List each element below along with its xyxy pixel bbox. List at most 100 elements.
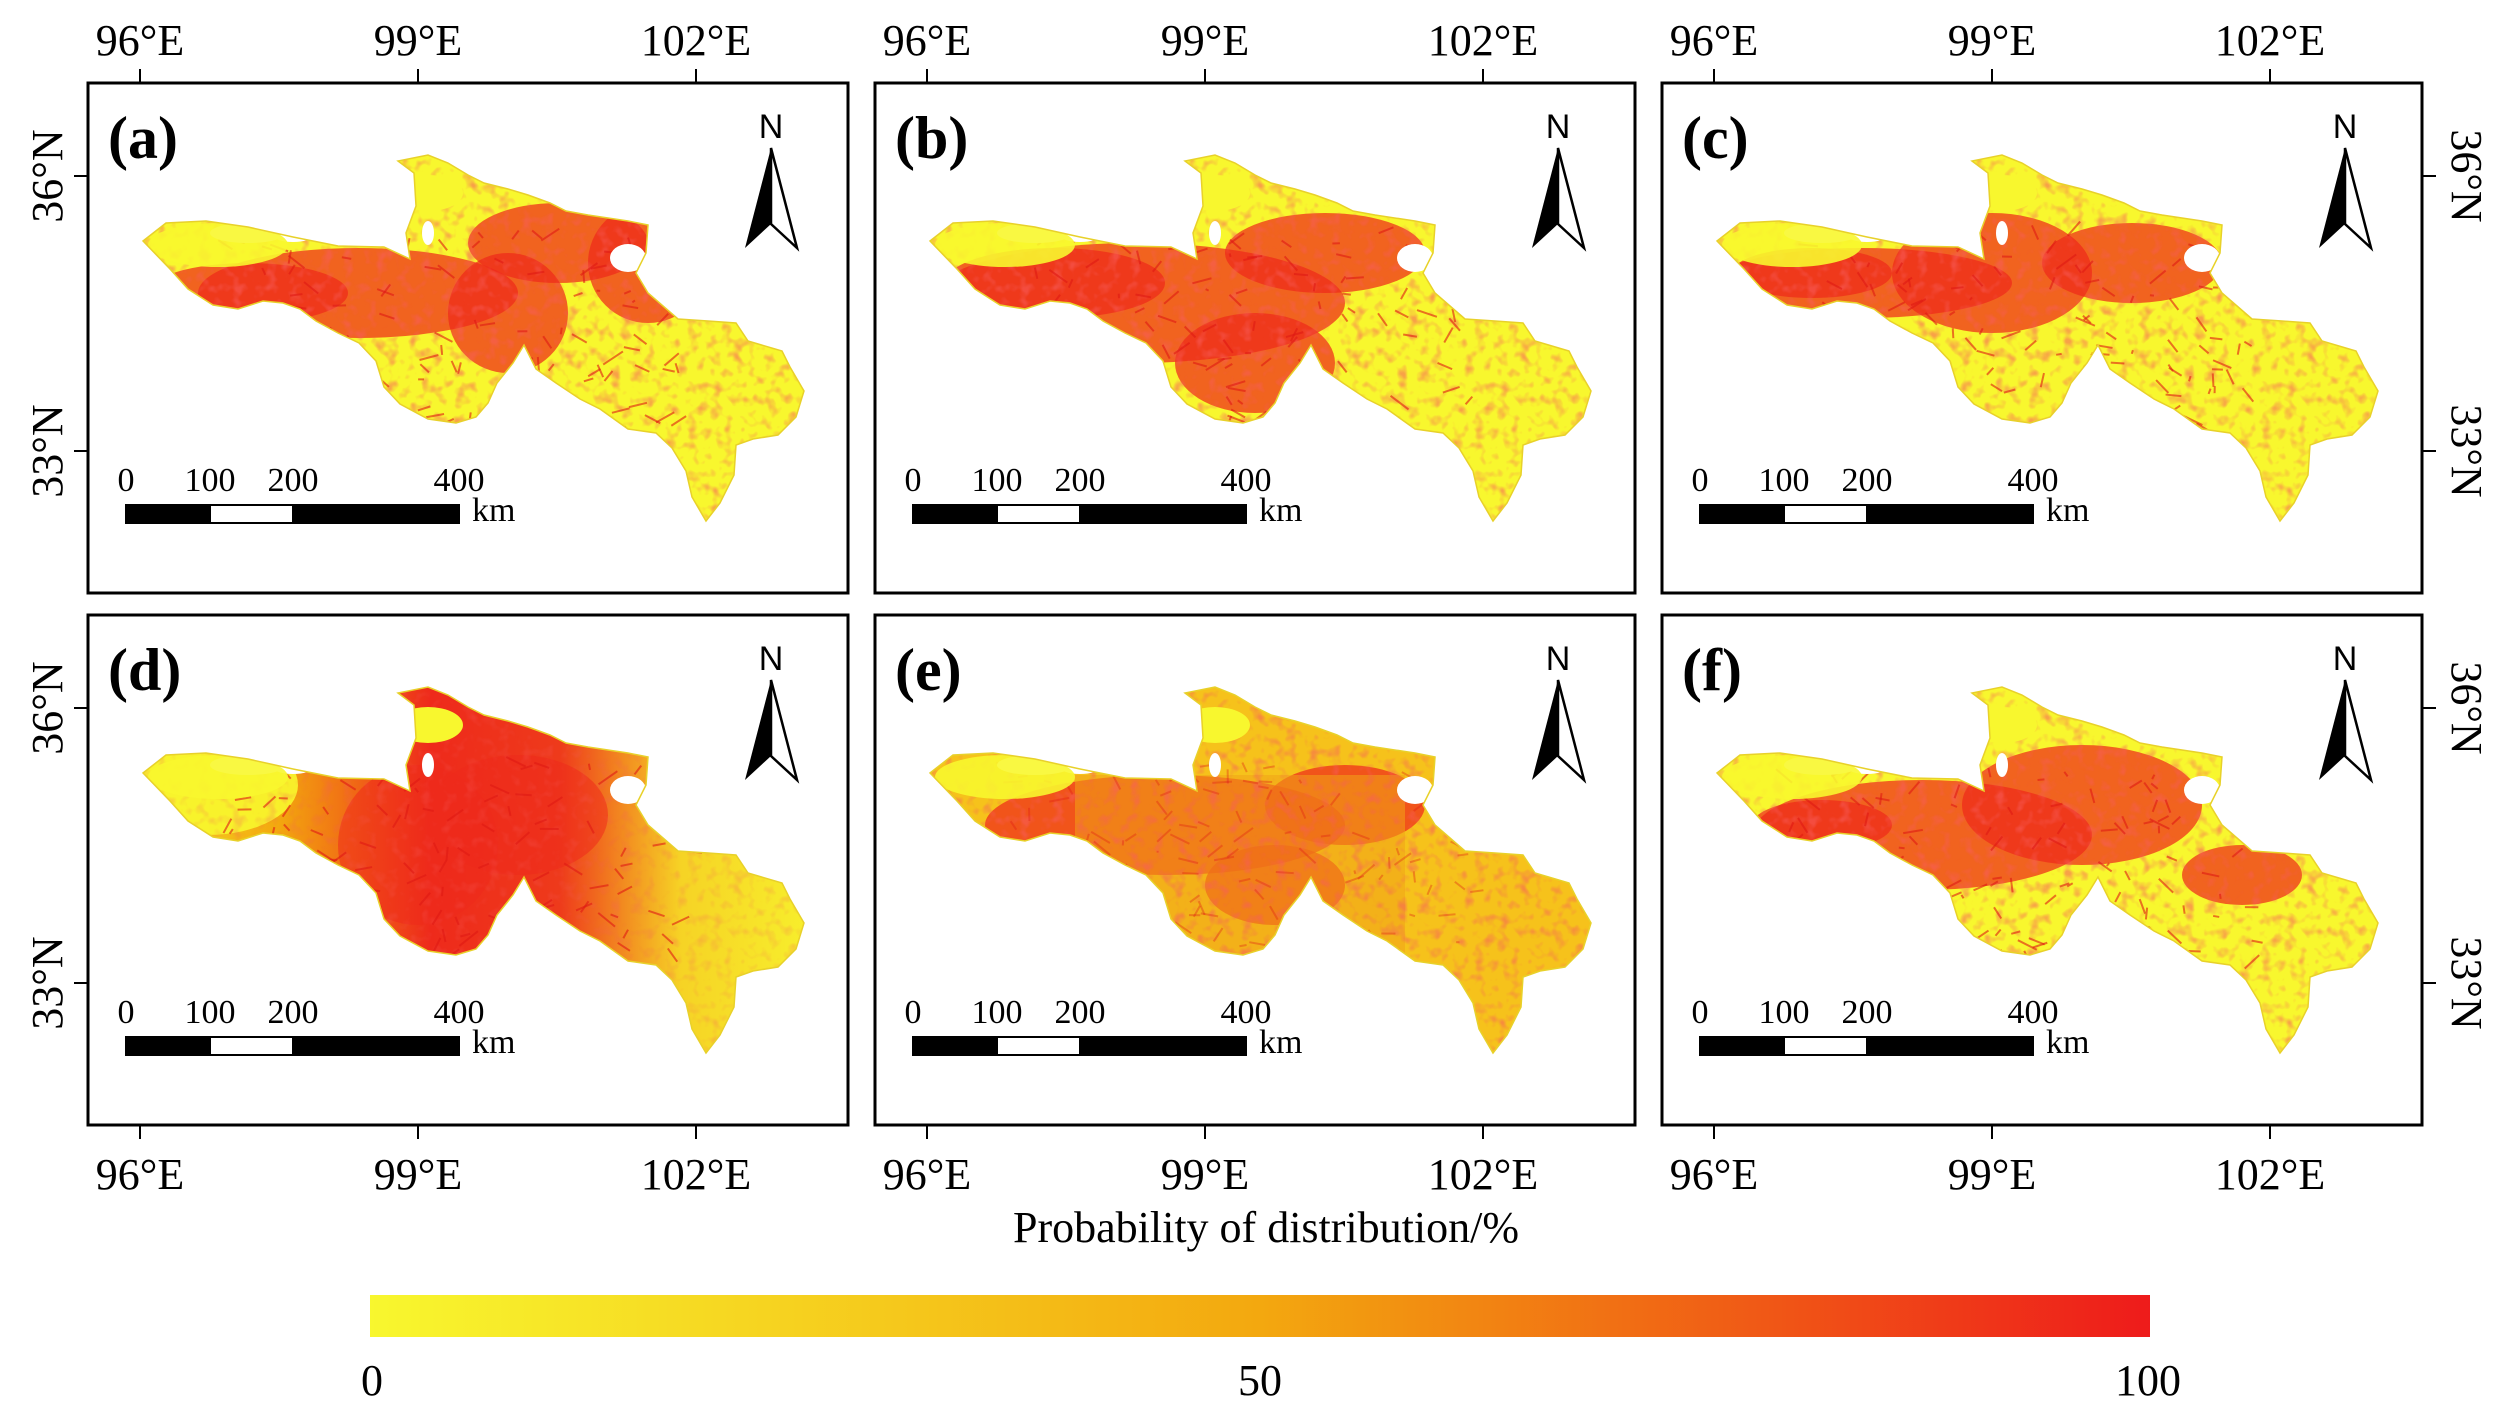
north-arrow-icon: N <box>1532 108 1587 252</box>
scale-tick-label: 400 <box>1221 462 1272 499</box>
scale-tick-label: 400 <box>2008 462 2059 499</box>
scale-tick-label: 400 <box>434 994 485 1031</box>
lon-tick-label: 102°E <box>1428 16 1538 65</box>
north-arrow-icon: N <box>745 108 800 252</box>
scale-tick-label: 200 <box>1055 462 1106 499</box>
svg-text:N: N <box>759 108 784 146</box>
lake <box>1209 753 1221 777</box>
scale-tick-label: 200 <box>268 994 319 1031</box>
panel-label: (b) <box>895 105 968 171</box>
legend-title: Probability of distribution/% <box>1013 1203 1519 1252</box>
lake <box>1397 244 1433 272</box>
lon-tick-label: 99°E <box>1948 16 2036 65</box>
scale-unit: km <box>472 1024 515 1061</box>
lake <box>1209 221 1221 245</box>
lon-tick-label: 102°E <box>641 16 751 65</box>
scale-unit: km <box>2046 492 2089 529</box>
scale-tick-label: 200 <box>1055 994 1106 1031</box>
legend-mid-label: 50 <box>1238 1356 1282 1405</box>
scale-tick-label: 200 <box>1842 462 1893 499</box>
lon-tick-label: 99°E <box>374 1150 462 1199</box>
scale-unit: km <box>1259 1024 1302 1061</box>
scale-tick-label: 0 <box>905 462 922 499</box>
lake <box>1996 221 2008 245</box>
panel-label: (d) <box>108 637 181 703</box>
lon-tick-label: 96°E <box>883 1150 971 1199</box>
scale-tick-label: 0 <box>1692 994 1709 1031</box>
svg-text:N: N <box>2333 640 2358 678</box>
scale-tick-label: 100 <box>1759 994 1810 1031</box>
lon-tick-label: 102°E <box>1428 1150 1538 1199</box>
color-legend: Probability of distribution/% 0 50 100 <box>361 1203 2181 1405</box>
lat-tick-label: 33°N <box>2442 936 2491 1029</box>
scale-tick-label: 0 <box>1692 462 1709 499</box>
lat-tick-label: 36°N <box>23 129 72 222</box>
lake <box>422 221 434 245</box>
lake <box>1397 776 1433 804</box>
lon-tick-label: 96°E <box>96 1150 184 1199</box>
scale-tick-label: 100 <box>1759 462 1810 499</box>
scale-tick-label: 0 <box>905 994 922 1031</box>
north-arrow-icon: N <box>1532 640 1587 784</box>
lon-tick-label: 96°E <box>1670 16 1758 65</box>
scale-tick-label: 400 <box>1221 994 1272 1031</box>
lon-tick-label: 99°E <box>1948 1150 2036 1199</box>
scale-tick-label: 200 <box>1842 994 1893 1031</box>
scale-tick-label: 100 <box>972 462 1023 499</box>
scale-tick-label: 100 <box>185 462 236 499</box>
panel-label: (e) <box>895 637 962 703</box>
scale-unit: km <box>2046 1024 2089 1061</box>
lon-tick-label: 96°E <box>1670 1150 1758 1199</box>
lake <box>2184 776 2220 804</box>
legend-max-label: 100 <box>2115 1356 2181 1405</box>
lat-tick-label: 33°N <box>23 936 72 1029</box>
scale-unit: km <box>472 492 515 529</box>
colorbar <box>370 1295 2150 1337</box>
svg-text:N: N <box>759 640 784 678</box>
svg-text:N: N <box>1546 640 1571 678</box>
scale-tick-label: 400 <box>2008 994 2059 1031</box>
lon-tick-label: 99°E <box>1161 1150 1249 1199</box>
lat-tick-label: 33°N <box>23 404 72 497</box>
lon-tick-label: 102°E <box>2215 16 2325 65</box>
lake <box>610 244 646 272</box>
panel-label: (a) <box>108 105 178 171</box>
lat-tick-label: 36°N <box>2442 129 2491 222</box>
lon-tick-label: 99°E <box>1161 16 1249 65</box>
north-arrow-icon: N <box>2319 640 2374 784</box>
scale-tick-label: 0 <box>118 994 135 1031</box>
lon-tick-label: 102°E <box>2215 1150 2325 1199</box>
lat-tick-label: 33°N <box>2442 404 2491 497</box>
svg-text:N: N <box>2333 108 2358 146</box>
panel-label: (c) <box>1682 105 1749 171</box>
north-arrow-icon: N <box>2319 108 2374 252</box>
scale-unit: km <box>1259 492 1302 529</box>
scale-tick-label: 100 <box>185 994 236 1031</box>
lon-tick-label: 96°E <box>96 16 184 65</box>
scale-tick-label: 0 <box>118 462 135 499</box>
lat-tick-label: 36°N <box>2442 661 2491 754</box>
lake <box>422 753 434 777</box>
lon-tick-label: 96°E <box>883 16 971 65</box>
lat-tick-label: 36°N <box>23 661 72 754</box>
lake <box>610 776 646 804</box>
lon-tick-label: 99°E <box>374 16 462 65</box>
lake <box>1996 753 2008 777</box>
lon-tick-label: 102°E <box>641 1150 751 1199</box>
scale-tick-label: 200 <box>268 462 319 499</box>
panel-label: (f) <box>1682 637 1742 703</box>
legend-min-label: 0 <box>361 1356 383 1405</box>
scale-tick-label: 100 <box>972 994 1023 1031</box>
